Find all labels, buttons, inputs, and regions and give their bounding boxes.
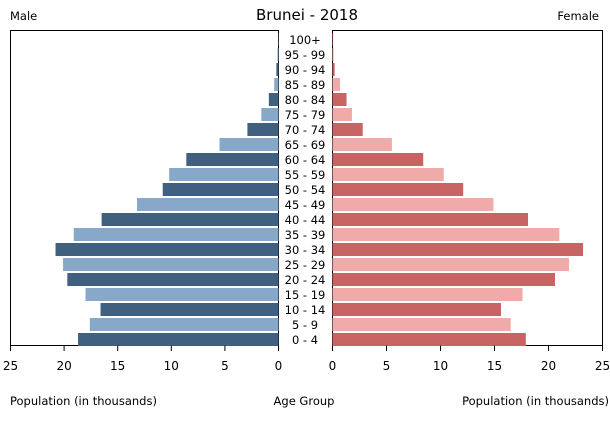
female-bar-5-9 [332, 318, 511, 331]
age-group-label: 20 - 24 [285, 273, 326, 287]
female-bar-15-19 [332, 288, 523, 301]
female-bar-100+ [332, 33, 334, 46]
age-group-axis-label: Age Group [274, 394, 335, 408]
male-bar-35-39 [73, 228, 279, 241]
male-bar-30-34 [55, 243, 279, 256]
male-tick-label: 25 [3, 359, 18, 373]
male-bar-85-89 [274, 78, 279, 91]
female-x-axis-label: Population (in thousands) [462, 394, 609, 408]
female-axis-ticks: 0 5 10 15 20 25 [329, 345, 610, 373]
male-bar-75-79 [261, 108, 279, 121]
female-tick-label: 5 [383, 359, 391, 373]
female-bar-45-49 [332, 198, 494, 211]
female-bar-60-64 [332, 153, 424, 166]
male-bar-45-49 [136, 198, 279, 211]
male-bar-60-64 [186, 153, 279, 166]
age-group-label: 70 - 74 [285, 123, 326, 137]
male-bar-90-94 [276, 63, 279, 76]
age-group-label: 35 - 39 [285, 228, 326, 242]
male-bar-0-4 [78, 333, 279, 346]
female-tick-label: 20 [541, 359, 556, 373]
female-bar-35-39 [332, 228, 560, 241]
female-bar-80-84 [332, 93, 347, 106]
female-bar-20-24 [332, 273, 555, 286]
male-bar-20-24 [67, 273, 279, 286]
age-group-label: 85 - 89 [285, 78, 326, 92]
male-bar-25-29 [63, 258, 279, 271]
female-bar-55-59 [332, 168, 444, 181]
female-bar-40-44 [332, 213, 528, 226]
age-group-label: 0 - 4 [292, 333, 318, 347]
female-bar-25-29 [332, 258, 570, 271]
female-bar-90-94 [332, 63, 335, 76]
female-bars [332, 33, 584, 346]
age-group-label: 50 - 54 [285, 183, 326, 197]
male-bar-40-44 [101, 213, 279, 226]
male-tick-label: 0 [275, 359, 283, 373]
age-group-label: 80 - 84 [285, 93, 326, 107]
female-tick-label: 25 [595, 359, 610, 373]
age-group-label: 100+ [289, 33, 321, 47]
female-bar-85-89 [332, 78, 341, 91]
age-group-label: 45 - 49 [285, 198, 326, 212]
male-bar-10-14 [100, 303, 279, 316]
female-bar-75-79 [332, 108, 352, 121]
age-group-label: 95 - 99 [285, 48, 326, 62]
male-tick-label: 10 [164, 359, 179, 373]
male-side-label: Male [10, 9, 37, 23]
female-side-label: Female [557, 9, 599, 23]
age-group-label: 60 - 64 [285, 153, 326, 167]
male-bar-5-9 [89, 318, 279, 331]
male-bar-15-19 [85, 288, 279, 301]
male-bar-55-59 [169, 168, 279, 181]
male-bars [55, 33, 279, 346]
female-bar-65-69 [332, 138, 392, 151]
male-tick-label: 20 [56, 359, 71, 373]
age-group-label: 10 - 14 [285, 303, 326, 317]
age-group-label: 55 - 59 [285, 168, 326, 182]
age-group-label: 5 - 9 [292, 318, 318, 332]
age-group-label: 25 - 29 [285, 258, 326, 272]
age-group-label: 90 - 94 [285, 63, 326, 77]
age-group-label: 75 - 79 [285, 108, 326, 122]
male-axis-ticks: 25 20 15 10 5 0 [3, 345, 283, 373]
male-bar-70-74 [247, 123, 279, 136]
male-tick-label: 5 [221, 359, 229, 373]
male-bar-95-99 [277, 48, 279, 61]
female-bar-70-74 [332, 123, 363, 136]
age-group-label: 15 - 19 [285, 288, 326, 302]
male-bar-50-54 [162, 183, 279, 196]
female-bar-50-54 [332, 183, 464, 196]
male-bar-65-69 [219, 138, 279, 151]
female-tick-label: 15 [487, 359, 502, 373]
male-x-axis-label: Population (in thousands) [10, 394, 157, 408]
chart-title: Brunei - 2018 [256, 6, 358, 24]
female-tick-label: 10 [433, 359, 448, 373]
female-bar-95-99 [332, 48, 334, 61]
female-tick-label: 0 [329, 359, 337, 373]
age-group-label: 65 - 69 [285, 138, 326, 152]
female-bar-30-34 [332, 243, 584, 256]
age-group-label: 40 - 44 [285, 213, 326, 227]
female-bar-10-14 [332, 303, 501, 316]
age-group-label: 30 - 34 [285, 243, 326, 257]
male-bar-100+ [277, 33, 279, 46]
male-tick-label: 15 [110, 359, 125, 373]
female-bar-0-4 [332, 333, 526, 346]
male-bar-80-84 [268, 93, 279, 106]
